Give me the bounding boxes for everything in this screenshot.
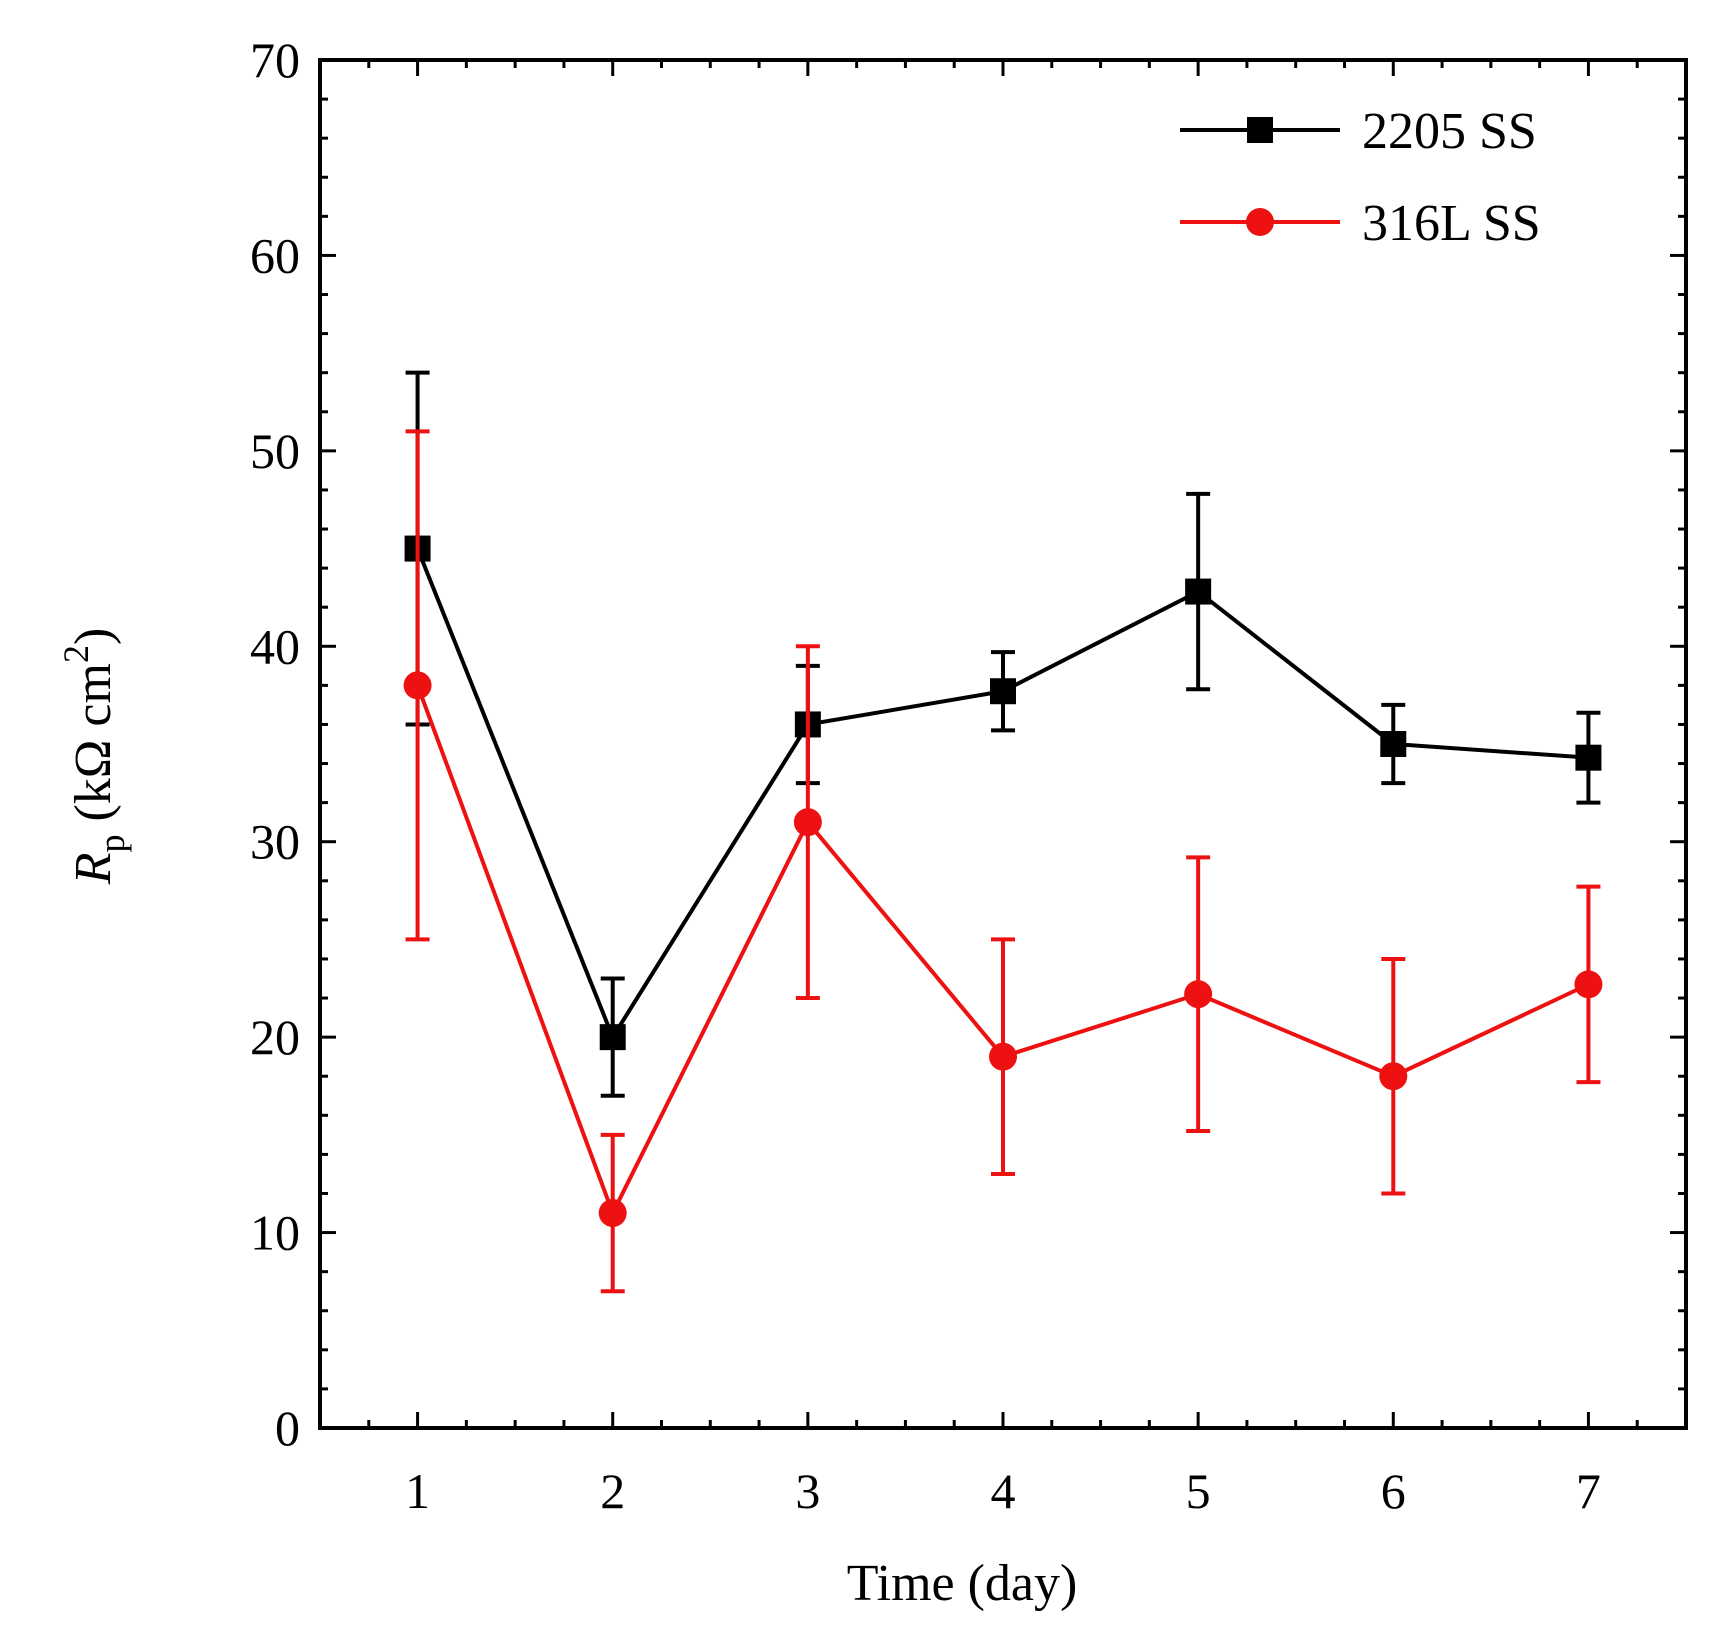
y-tick-label: 20 — [250, 1009, 300, 1065]
x-tick-labels: 1 2 3 4 5 6 7 — [405, 1463, 1601, 1519]
x-tick-label: 5 — [1186, 1463, 1211, 1519]
data-point-square — [1185, 578, 1212, 605]
major-ticks — [320, 58, 1686, 1430]
x-tick-label: 6 — [1381, 1463, 1406, 1519]
data-point-circle — [1574, 970, 1603, 999]
legend: 2205 SS 316L SS — [1180, 103, 1541, 252]
y-tick-label: 50 — [250, 423, 300, 479]
legend-item: 2205 SS — [1180, 103, 1537, 160]
x-axis-title: Time (day) — [847, 1555, 1078, 1612]
minor-ticks — [320, 60, 1686, 1428]
legend-marker-circle — [1246, 208, 1274, 236]
data-point-square — [599, 1024, 626, 1051]
y-tick-labels: 0 10 20 30 40 50 60 70 — [250, 32, 300, 1456]
x-tick-label: 7 — [1576, 1463, 1601, 1519]
data-point-circle — [793, 808, 822, 837]
series-layer — [403, 370, 1603, 1294]
legend-label: 316L SS — [1362, 195, 1541, 252]
data-point-circle — [1184, 980, 1213, 1009]
x-tick-label: 4 — [991, 1463, 1016, 1519]
legend-marker-square — [1247, 117, 1273, 143]
y-tick-label: 30 — [250, 814, 300, 870]
y-tick-label: 10 — [250, 1205, 300, 1261]
y-tick-label: 70 — [250, 32, 300, 88]
y-axis-symbol: R — [65, 853, 122, 886]
series-316l-ss — [403, 429, 1603, 1294]
plot-frame — [318, 58, 1688, 1430]
data-point-circle — [598, 1199, 627, 1228]
y-tick-label: 40 — [250, 618, 300, 674]
data-point-circle — [989, 1042, 1017, 1071]
y-axis-unit: (kΩ cm — [65, 663, 122, 835]
x-tick-label: 3 — [795, 1463, 820, 1519]
y-axis-unit-power: 2 — [56, 645, 96, 663]
data-point-square — [990, 678, 1016, 705]
y-axis-unit-close: ) — [65, 628, 122, 645]
x-tick-label: 1 — [405, 1463, 430, 1519]
legend-label: 2205 SS — [1362, 103, 1537, 160]
y-tick-label: 60 — [250, 227, 300, 283]
y-tick-label: 0 — [275, 1400, 300, 1456]
data-point-circle — [1379, 1062, 1408, 1091]
data-point-circle — [403, 671, 432, 700]
data-point-square — [1380, 731, 1407, 757]
x-tick-label: 2 — [600, 1463, 625, 1519]
y-axis-title: Rp (kΩ cm2) — [56, 628, 132, 886]
y-axis-subscript: p — [92, 835, 132, 853]
legend-item: 316L SS — [1180, 195, 1541, 252]
data-point-square — [1575, 744, 1602, 771]
